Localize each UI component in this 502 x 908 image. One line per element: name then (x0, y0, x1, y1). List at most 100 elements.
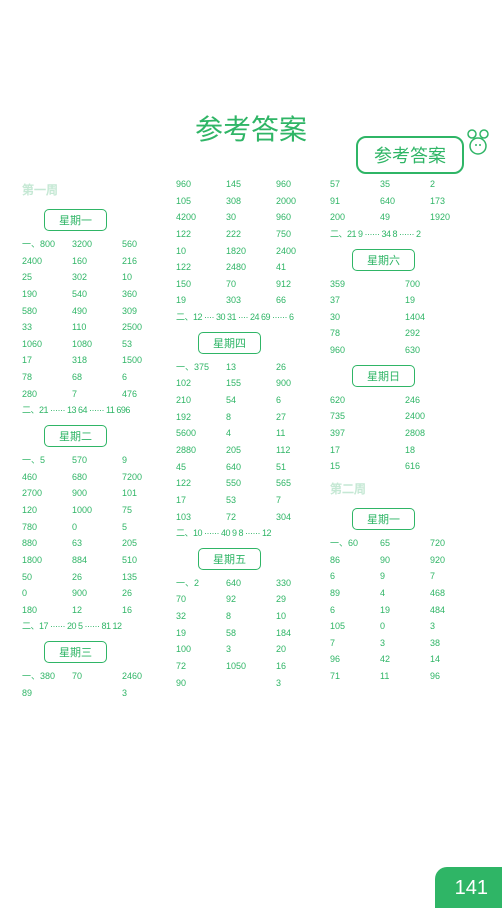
answer-cell: 192 (176, 409, 226, 426)
answer-cell (72, 685, 122, 702)
answer-cell: 476 (122, 386, 172, 403)
answer-cell: 122 (176, 259, 226, 276)
answer-cell: 19 (405, 292, 480, 309)
answer-row: 2880205112 (176, 442, 326, 459)
answer-cell: 122 (176, 226, 226, 243)
answer-cell: 102 (176, 375, 226, 392)
day-monday-2: 星期一 (352, 508, 415, 530)
answer-cell: 510 (122, 552, 172, 569)
answer-row: 090026 (22, 585, 172, 602)
day-thursday: 星期四 (198, 332, 261, 354)
answer-cell: 1920 (430, 209, 480, 226)
answer-cell: 53 (122, 336, 172, 353)
answer-cell: 7 (276, 492, 326, 509)
answer-row: 893 (22, 685, 172, 702)
answer-row: 3719 (330, 292, 480, 309)
answer-cell: 640 (226, 575, 276, 592)
answer-row: 一、6065720 (330, 535, 480, 552)
answer-row: 100320 (176, 641, 326, 658)
answer-cell: 216 (122, 253, 172, 270)
answer-cell: 735 (330, 408, 405, 425)
answer-cell: 42 (380, 651, 430, 668)
answer-row: 91640173 (330, 193, 480, 210)
answer-row: 8690920 (330, 552, 480, 569)
answer-row: 173181500 (22, 352, 172, 369)
answer-cell: 30 (330, 309, 405, 326)
answer-cell: 397 (330, 425, 405, 442)
answer-cell: 110 (72, 319, 122, 336)
answer-cell: 26 (122, 585, 172, 602)
answer-cell: 70 (72, 668, 122, 685)
answer-row: 122222750 (176, 226, 326, 243)
answer-row: 10372304 (176, 509, 326, 526)
answer-cell: 105 (176, 193, 226, 210)
answer-cell: 1404 (405, 309, 480, 326)
answer-cell: 9 (122, 452, 172, 469)
answer-cell: 86 (330, 552, 380, 569)
answer-row: 32810 (176, 608, 326, 625)
column-2: 9601459601053082000420030960122222750101… (176, 176, 326, 701)
answer-cell: 75 (122, 502, 172, 519)
answer-row: 301404 (330, 309, 480, 326)
answer-cell: 630 (405, 342, 480, 359)
answer-cell: 292 (405, 325, 480, 342)
answer-cell: 19 (176, 292, 226, 309)
answer-cell: 3 (122, 685, 172, 702)
answer-cell: 65 (380, 535, 430, 552)
answer-cell: 304 (276, 509, 326, 526)
answer-cell: 616 (405, 458, 480, 475)
answer-cell: 7 (330, 635, 380, 652)
answer-content: 第一周 星期一 一、800320056024001602162530210190… (0, 176, 502, 701)
answer-cell: 680 (72, 469, 122, 486)
answer-cell: 101 (122, 485, 172, 502)
answer-cell: 550 (226, 475, 276, 492)
answer-cell: 17 (22, 352, 72, 369)
answer-cell: 330 (276, 575, 326, 592)
answer-cell: 45 (176, 459, 226, 476)
answer-cell: 49 (380, 209, 430, 226)
answer-cell: 780 (22, 519, 72, 536)
answer-cell: 一、5 (22, 452, 72, 469)
answer-cell: 70 (176, 591, 226, 608)
answer-cell: 68 (72, 369, 122, 386)
answer-row: 580490309 (22, 303, 172, 320)
answer-cell: 570 (72, 452, 122, 469)
answer-row: 一、55709 (22, 452, 172, 469)
answer-row: 102155900 (176, 375, 326, 392)
answer-cell: 280 (22, 386, 72, 403)
answer-cell: 71 (330, 668, 380, 685)
answer-cell: 1060 (22, 336, 72, 353)
answer-cell: 900 (72, 485, 122, 502)
answer-row: 894468 (330, 585, 480, 602)
header-badge: 参考答案 (356, 136, 464, 174)
answer-cell: 50 (22, 569, 72, 586)
answer-cell: 120 (22, 502, 72, 519)
answer-cell: 53 (226, 492, 276, 509)
answer-cell: 6 (330, 568, 380, 585)
answer-cell: 41 (276, 259, 326, 276)
answer-row: 190540360 (22, 286, 172, 303)
answer-cell: 122 (176, 475, 226, 492)
answer-cell: 2000 (276, 193, 326, 210)
answer-cell: 960 (330, 342, 405, 359)
answer-cell: 17 (176, 492, 226, 509)
answer-cell: 一、380 (22, 668, 72, 685)
answer-cell: 13 (226, 359, 276, 376)
answer-cell: 2400 (405, 408, 480, 425)
answer-cell: 29 (276, 591, 326, 608)
answer-cell: 155 (226, 375, 276, 392)
answer-row: 1018202400 (176, 243, 326, 260)
answer-cell: 200 (330, 209, 380, 226)
answer-cell: 7 (430, 568, 480, 585)
answer-cell: 8 (226, 608, 276, 625)
answer-cell: 26 (276, 359, 326, 376)
answer-row: 903 (176, 675, 326, 692)
answer-line: 二、21 ······ 13 64 ······ 11 696 (22, 402, 172, 419)
answer-cell: 4 (380, 585, 430, 602)
answer-cell: 25 (22, 269, 72, 286)
answer-cell: 3 (430, 618, 480, 635)
answer-cell: 2808 (405, 425, 480, 442)
answer-cell: 51 (276, 459, 326, 476)
answer-cell: 6 (122, 369, 172, 386)
answer-row: 619484 (330, 602, 480, 619)
